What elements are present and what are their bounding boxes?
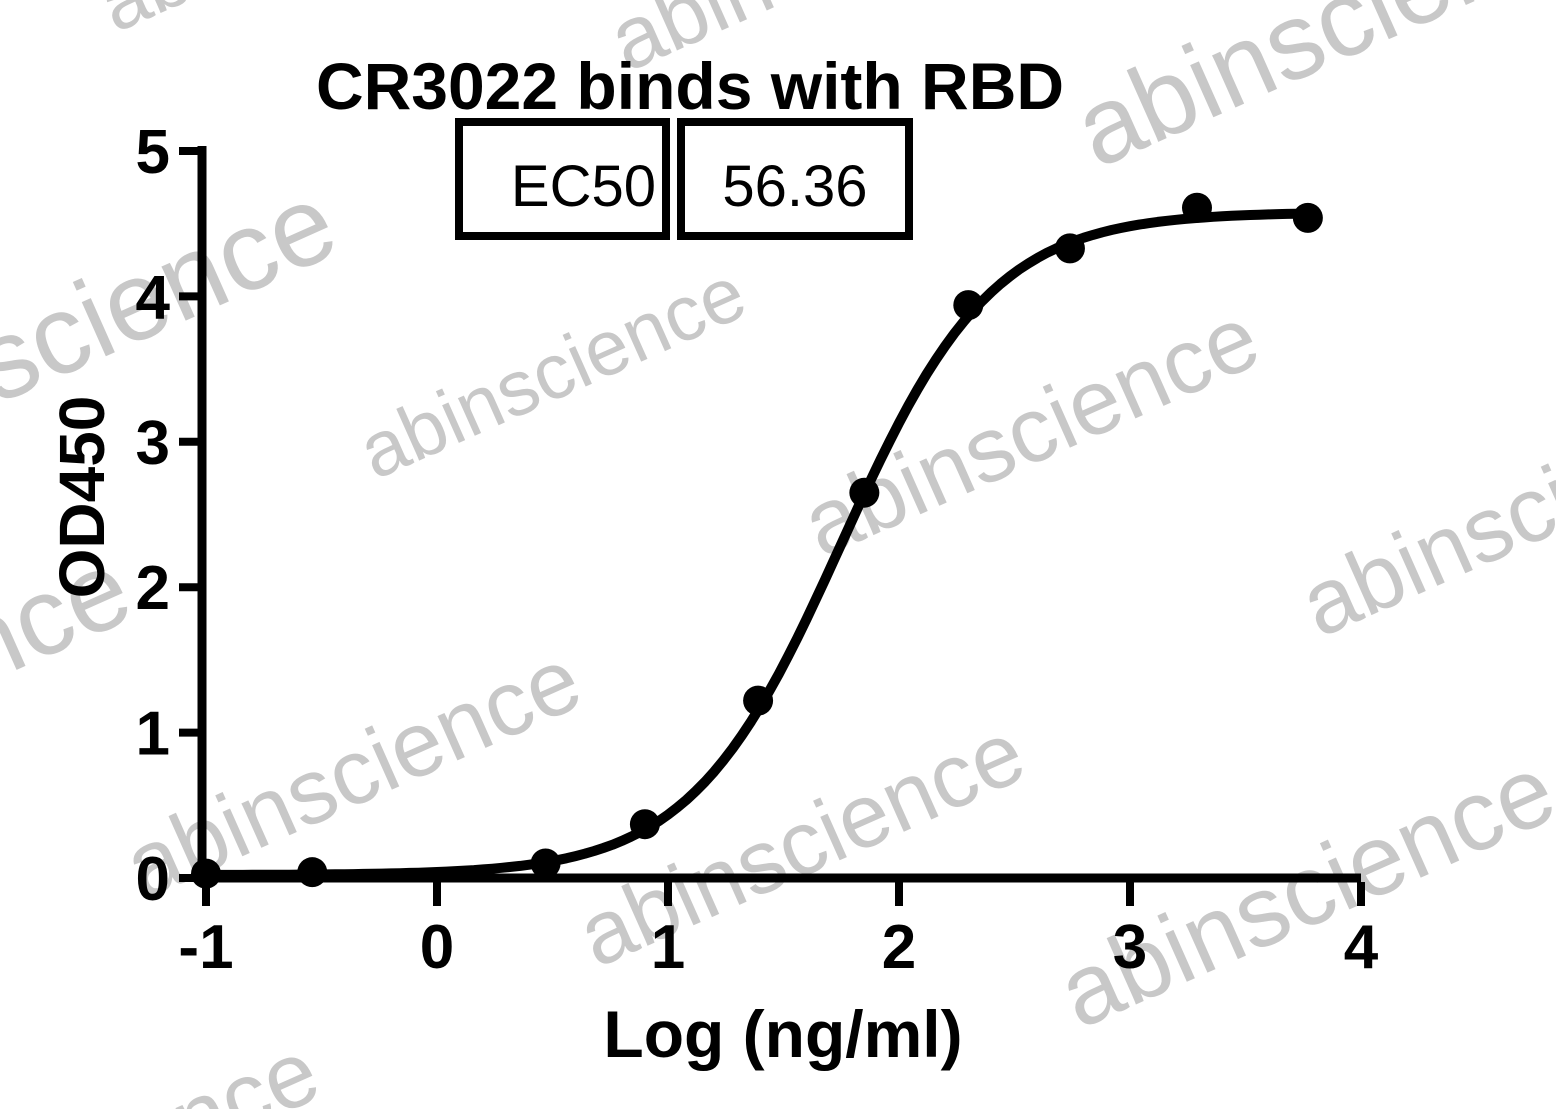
data-point — [1054, 233, 1085, 264]
ec50-table-value-cell: 56.36 — [677, 118, 913, 240]
data-point — [530, 848, 561, 879]
chart-title: CR3022 binds with RBD — [315, 49, 1065, 123]
y-tick-label: 4 — [136, 263, 171, 332]
data-point — [1292, 202, 1323, 233]
x-tick-label: 0 — [420, 913, 454, 982]
y-tick-label: 5 — [136, 118, 170, 187]
x-tick-label: 3 — [1113, 913, 1147, 982]
y-tick-label: 2 — [136, 554, 170, 623]
data-point — [191, 858, 221, 889]
y-tick-label: 3 — [136, 409, 170, 478]
data-point — [629, 809, 660, 840]
y-tick-label: 0 — [136, 845, 170, 914]
ec50-label-text: EC50 — [510, 154, 656, 219]
x-tick-label: 2 — [882, 913, 916, 982]
data-point — [297, 857, 328, 888]
x-axis-title: Log (ng/ml) — [603, 997, 963, 1071]
y-axis-title: OD450 — [46, 395, 118, 599]
data-point — [743, 685, 774, 716]
x-tick-label: 4 — [1344, 913, 1379, 982]
x-tick-label: -1 — [178, 913, 233, 982]
data-point — [849, 477, 880, 508]
x-tick-label: 1 — [651, 913, 685, 982]
ec50-value-text: 56.36 — [722, 154, 868, 219]
ec50-table-label-cell: EC50 — [455, 118, 670, 240]
data-point — [1181, 192, 1212, 223]
data-point — [953, 290, 984, 321]
y-tick-label: 1 — [136, 700, 170, 769]
fit-curve — [201, 208, 1311, 880]
